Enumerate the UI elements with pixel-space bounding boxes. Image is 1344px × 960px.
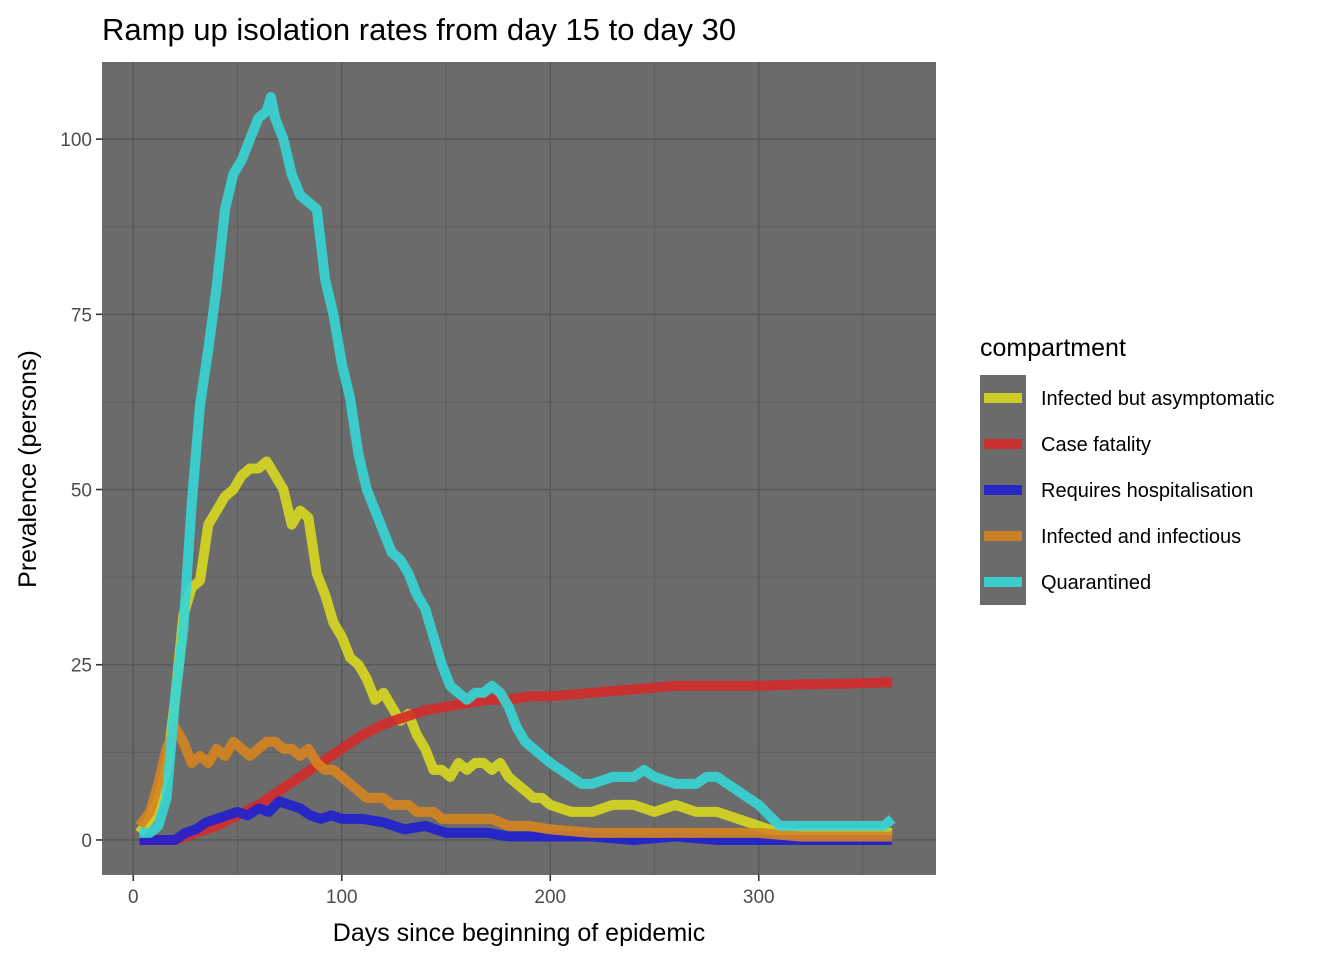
- series-line-5: [139, 92, 896, 838]
- series-line-4: [135, 722, 893, 842]
- y-axis-title: Prevalence (persons): [14, 350, 42, 588]
- x-tick-label: 0: [128, 887, 139, 908]
- chart-title: Ramp up isolation rates from day 15 to d…: [102, 12, 736, 47]
- legend: compartment Infected but asymptomatic Cas…: [980, 334, 1274, 605]
- y-tick-label: 25: [71, 656, 92, 677]
- series-line-3: [139, 796, 893, 845]
- y-tick-label: 100: [60, 130, 92, 151]
- legend-label-1: Infected but asymptomatic: [1041, 388, 1274, 410]
- series-line-1: [135, 456, 893, 838]
- legend-label-5: Quarantined: [1041, 572, 1151, 594]
- x-tick-label: 200: [534, 887, 566, 908]
- series-group: [135, 92, 896, 845]
- legend-label-3: Requires hospitalisation: [1041, 480, 1253, 502]
- legend-label-4: Infected and infectious: [1041, 526, 1241, 548]
- grid-major: [102, 62, 936, 875]
- x-axis-title: Days since beginning of epidemic: [333, 919, 705, 947]
- legend-items: Infected but asymptomatic Case fatality Re…: [984, 388, 1274, 594]
- y-axis: 0 25 50 75 100: [60, 130, 102, 852]
- x-tick-label: 100: [326, 887, 358, 908]
- x-axis: 0 100 200 300: [128, 875, 775, 908]
- x-tick-label: 300: [743, 887, 775, 908]
- legend-title: compartment: [980, 334, 1126, 362]
- y-tick-label: 50: [71, 481, 92, 502]
- y-tick-label: 75: [71, 305, 92, 326]
- legend-label-2: Case fatality: [1041, 434, 1151, 456]
- y-tick-label: 0: [81, 831, 92, 852]
- plot-area: [102, 62, 936, 875]
- grid-minor: [102, 62, 936, 875]
